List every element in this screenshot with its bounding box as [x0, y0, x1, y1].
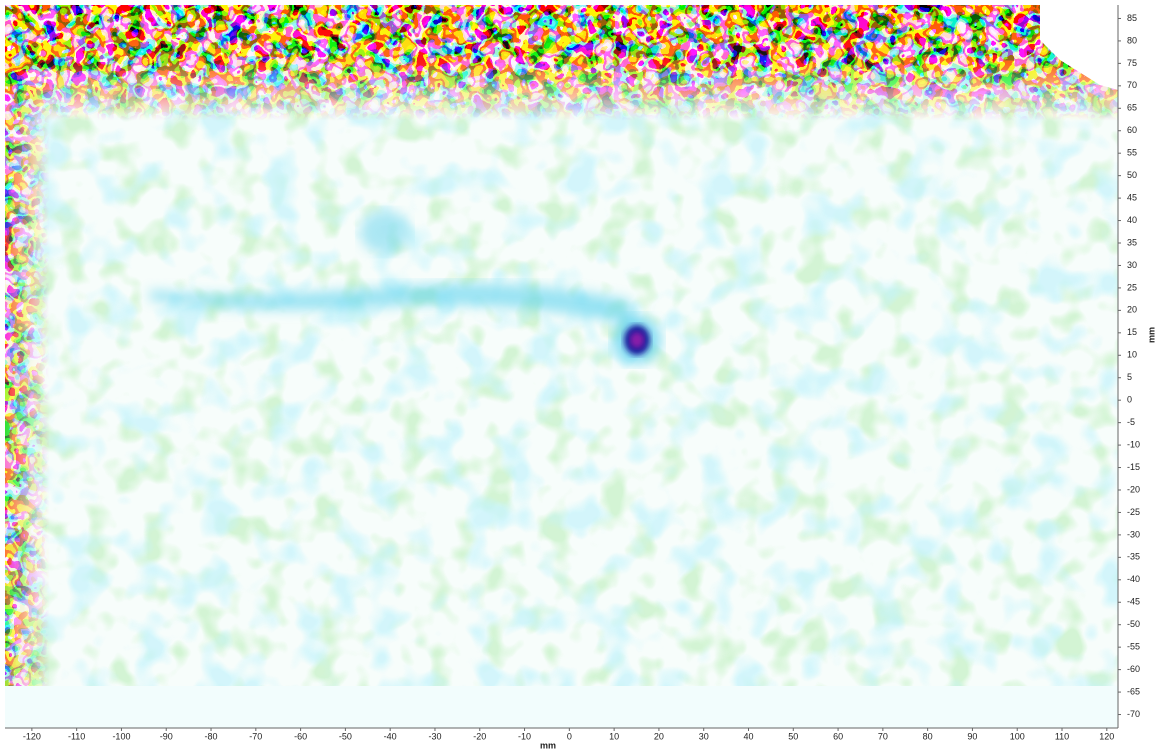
y-tick-label: -70	[1127, 709, 1140, 719]
x-tick-label: 0	[567, 731, 572, 741]
x-tick-label: -40	[384, 731, 397, 741]
y-tick-label: -60	[1127, 664, 1140, 674]
y-tick-label: 80	[1127, 35, 1137, 45]
y-tick-label: 85	[1127, 13, 1137, 23]
y-axis-label: mm	[1146, 327, 1156, 343]
y-tick-label: 5	[1127, 372, 1132, 382]
y-tick-label: 75	[1127, 58, 1137, 68]
y-tick-label: -25	[1127, 507, 1140, 517]
x-tick-label: -10	[518, 731, 531, 741]
y-tick-label: -30	[1127, 529, 1140, 539]
x-tick-label: -90	[160, 731, 173, 741]
x-tick-label: 20	[654, 731, 664, 741]
y-tick-label: 40	[1127, 215, 1137, 225]
y-tick-label: -10	[1127, 439, 1140, 449]
heatmap-field	[5, 5, 1118, 728]
y-tick-label: 60	[1127, 125, 1137, 135]
x-tick-label: -60	[294, 731, 307, 741]
y-tick-label: -20	[1127, 484, 1140, 494]
x-tick-label: -70	[249, 731, 262, 741]
y-tick-label: 45	[1127, 192, 1137, 202]
x-tick-label: -80	[205, 731, 218, 741]
x-tick-label: -50	[339, 731, 352, 741]
y-tick-label: 35	[1127, 237, 1137, 247]
y-tick-label: 25	[1127, 282, 1137, 292]
y-tick-label: 65	[1127, 103, 1137, 113]
y-tick-label: 70	[1127, 80, 1137, 90]
y-tick-label: 20	[1127, 305, 1137, 315]
x-tick-label: -120	[23, 731, 41, 741]
y-tick-label: -15	[1127, 462, 1140, 472]
x-tick-label: 100	[1010, 731, 1025, 741]
x-tick-label: 80	[923, 731, 933, 741]
y-tick-label: 15	[1127, 327, 1137, 337]
x-tick-label: 70	[878, 731, 888, 741]
x-tick-label: 120	[1099, 731, 1114, 741]
x-tick-label: 60	[833, 731, 843, 741]
y-tick-label: -45	[1127, 597, 1140, 607]
y-tick-label: -35	[1127, 552, 1140, 562]
x-tick-label: -100	[112, 731, 130, 741]
x-tick-label: 90	[967, 731, 977, 741]
y-tick-label: 30	[1127, 260, 1137, 270]
x-tick-label: -110	[68, 731, 85, 741]
x-tick-label: 110	[1055, 731, 1069, 741]
y-tick-label: -40	[1127, 574, 1140, 584]
x-axis-label: mm	[540, 740, 556, 750]
y-tick-label: -50	[1127, 619, 1140, 629]
y-tick-label: 50	[1127, 170, 1137, 180]
y-tick-label: 55	[1127, 148, 1137, 158]
x-tick-label: 10	[609, 731, 619, 741]
x-tick-label: 30	[699, 731, 709, 741]
y-tick-label: -55	[1127, 642, 1140, 652]
x-tick-label: -20	[473, 731, 486, 741]
y-tick-label: -5	[1127, 417, 1135, 427]
x-tick-label: -30	[428, 731, 441, 741]
y-tick-label: 0	[1127, 395, 1132, 405]
x-tick-label: 50	[788, 731, 798, 741]
y-tick-label: -65	[1127, 686, 1140, 696]
x-tick-label: 40	[743, 731, 753, 741]
y-tick-label: 10	[1127, 350, 1137, 360]
